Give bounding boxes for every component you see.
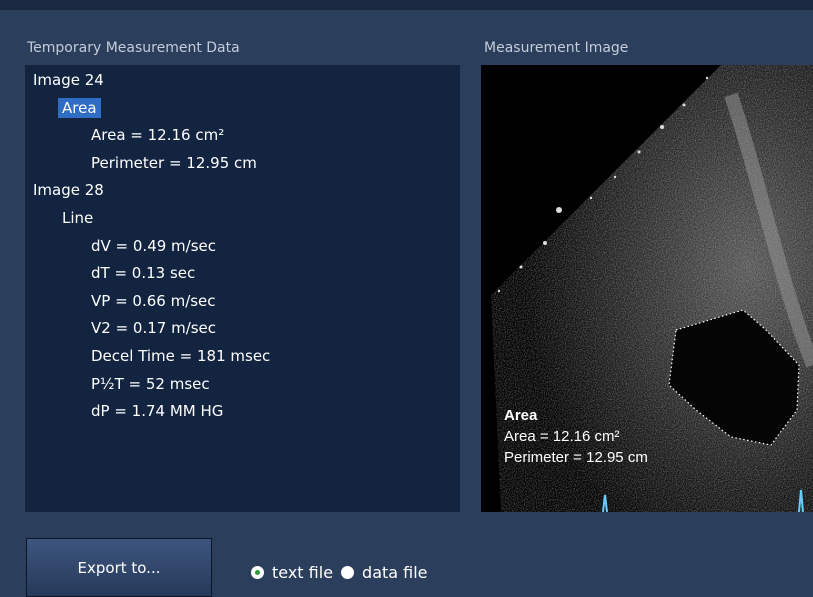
radio-option[interactable]: text file bbox=[251, 563, 333, 582]
export-button[interactable]: Export to... bbox=[26, 538, 212, 597]
tree-item[interactable]: Perimeter = 12.95 cm bbox=[87, 153, 261, 173]
overlay-text: Area bbox=[504, 405, 648, 426]
app-window: {"left_panel": {"title": "Temporary Meas… bbox=[0, 0, 813, 597]
tree-item[interactable]: Decel Time = 181 msec bbox=[87, 346, 274, 366]
panel-title: Temporary Measurement Data bbox=[27, 40, 240, 56]
radio-button[interactable] bbox=[341, 566, 354, 579]
tree-item[interactable]: Line bbox=[58, 208, 97, 228]
radio-label[interactable]: data file bbox=[362, 563, 428, 582]
tree-item[interactable]: Area = 12.16 cm² bbox=[87, 125, 228, 145]
radio-option[interactable]: data file bbox=[341, 563, 428, 582]
tree-item[interactable]: dT = 0.13 sec bbox=[87, 263, 199, 283]
tree-item[interactable]: P½T = 52 msec bbox=[87, 374, 214, 394]
tree-item[interactable]: V2 = 0.17 m/sec bbox=[87, 318, 220, 338]
tree-item[interactable]: Image 28 bbox=[29, 180, 108, 200]
radio-button[interactable] bbox=[251, 566, 264, 579]
overlay-text: Perimeter = 12.95 cm bbox=[504, 447, 648, 468]
tree-item[interactable]: Image 24 bbox=[29, 70, 108, 90]
radio-label[interactable]: text file bbox=[272, 563, 333, 582]
tree-item[interactable]: dP = 1.74 MM HG bbox=[87, 401, 227, 421]
overlay-text: Area = 12.16 cm² bbox=[504, 426, 648, 447]
panel-title: Measurement Image bbox=[484, 40, 628, 56]
tree-item[interactable]: Area bbox=[58, 98, 101, 118]
tree-item[interactable]: dV = 0.49 m/sec bbox=[87, 236, 220, 256]
measurement-tree: Image 24 Area Area = 12.16 cm² Perimeter = … bbox=[25, 65, 460, 512]
format-options: text file data file bbox=[251, 563, 436, 582]
tree-item[interactable]: VP = 0.66 m/sec bbox=[87, 291, 220, 311]
top-bar bbox=[0, 0, 813, 10]
